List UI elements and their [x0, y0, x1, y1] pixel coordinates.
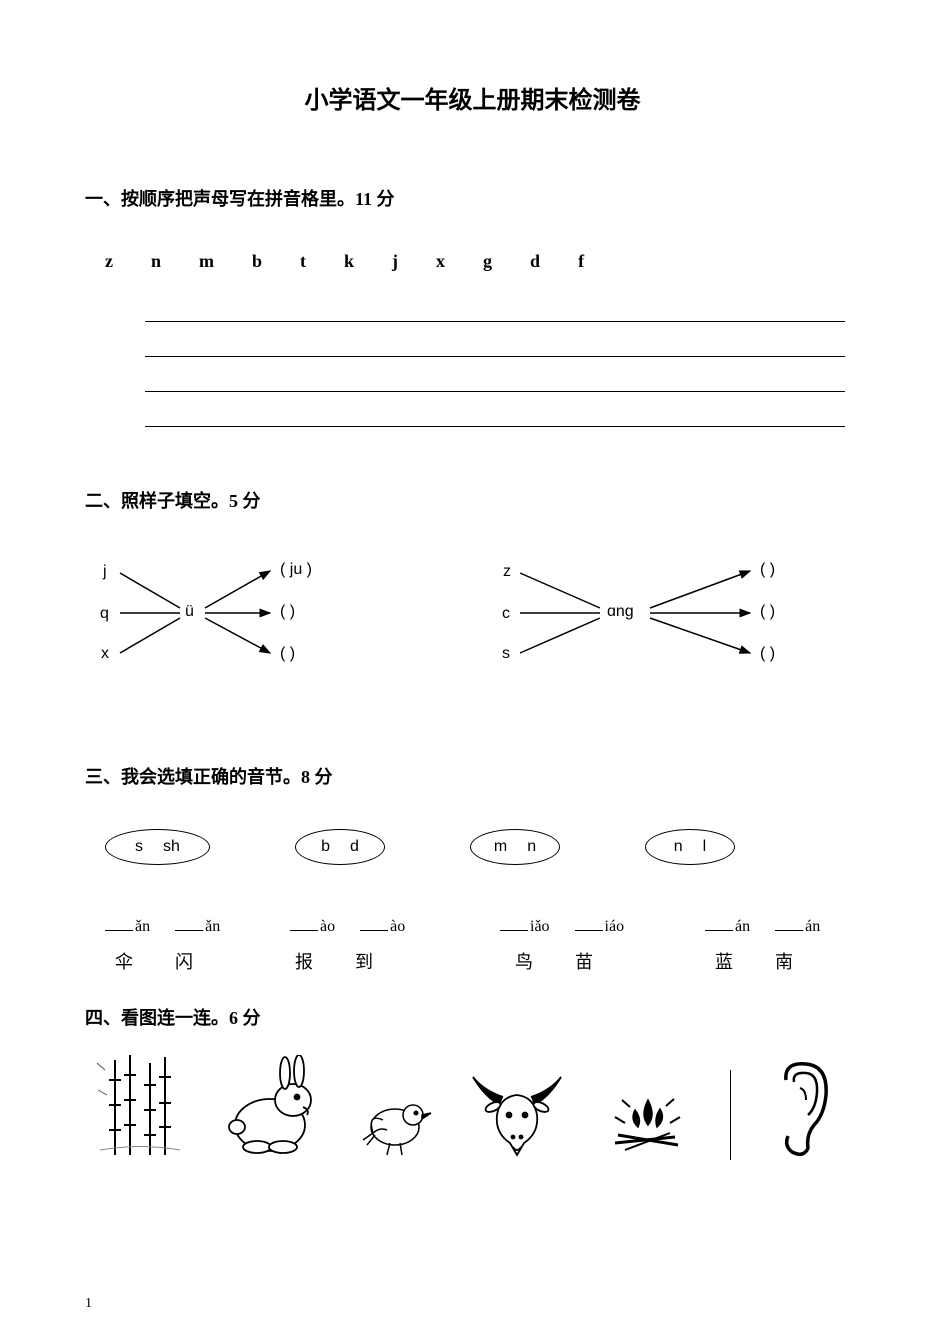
blank-item: án — [775, 915, 820, 936]
bird-icon — [355, 1085, 435, 1160]
writing-line — [145, 307, 845, 322]
oval-opt: n — [527, 838, 536, 856]
writing-line — [145, 342, 845, 357]
letter: j — [392, 251, 398, 272]
writing-line — [145, 412, 845, 427]
section-1: 一、按顺序把声母写在拼音格里。11 分 z n m b t k j x g d … — [85, 185, 860, 427]
oval-opt: d — [350, 838, 359, 856]
node-left: c — [502, 605, 510, 623]
char: 鸟 — [515, 948, 533, 974]
fire-icon — [600, 1095, 695, 1160]
pinyin-grid — [145, 307, 860, 427]
blanks-row: ǎn ǎn ào ào iǎo iáo án án — [105, 915, 860, 936]
goat-icon — [465, 1075, 570, 1160]
blank-item: ào — [290, 915, 335, 936]
letter: f — [578, 251, 584, 272]
letter: x — [436, 251, 445, 272]
blank-item: ǎn — [105, 915, 150, 936]
node-left: q — [100, 605, 109, 623]
oval-opt: m — [494, 838, 507, 856]
node-center: ɑng — [607, 603, 634, 621]
node-right: ( ju ) — [280, 561, 312, 579]
blank-item: iáo — [575, 915, 625, 936]
writing-line — [145, 377, 845, 392]
section-4: 四、看图连一连。6 分 — [85, 1004, 860, 1160]
section-3: 三、我会选填正确的音节。8 分 s sh b d m n n l ǎn ǎn à… — [85, 763, 860, 974]
section-1-heading: 一、按顺序把声母写在拼音格里。11 分 — [85, 185, 860, 211]
oval-opt: sh — [163, 838, 180, 856]
exam-title: 小学语文一年级上册期末检测卷 — [85, 80, 860, 115]
node-right: ( ) — [280, 645, 295, 663]
char: 蓝 — [715, 948, 733, 974]
letter: b — [252, 251, 262, 272]
oval-opt: n — [674, 838, 683, 856]
ovals-row: s sh b d m n n l — [105, 829, 860, 865]
section-4-heading: 四、看图连一连。6 分 — [85, 1004, 860, 1030]
images-row — [95, 1055, 860, 1160]
char: 苗 — [575, 948, 593, 974]
oval-opt: l — [703, 838, 707, 856]
bamboo-icon — [95, 1055, 185, 1160]
chars-row: 伞 闪 报 到 鸟 苗 蓝 南 — [115, 948, 860, 974]
node-right: ( ) — [760, 645, 775, 663]
section-2: 二、照样子填空。5 分 j q x ü ( ju ) — [85, 487, 860, 673]
diagram-b: z c s ɑng ( ) ( ) ( ) — [495, 553, 855, 673]
blank-item: ào — [360, 915, 405, 936]
letter: z — [105, 251, 113, 272]
letter: g — [483, 251, 492, 272]
letter: k — [344, 251, 354, 272]
letters-row: z n m b t k j x g d f — [105, 251, 860, 272]
oval-choice: b d — [295, 829, 385, 865]
letter: n — [151, 251, 161, 272]
letter: d — [530, 251, 540, 272]
blank-item: iǎo — [500, 915, 550, 936]
node-right: ( ) — [760, 603, 775, 621]
blank-item: ǎn — [175, 915, 220, 936]
char: 闪 — [175, 948, 193, 974]
letter: m — [199, 251, 214, 272]
node-right: ( ) — [760, 561, 775, 579]
node-center: ü — [185, 603, 194, 621]
section-2-heading: 二、照样子填空。5 分 — [85, 487, 860, 513]
char: 到 — [355, 948, 373, 974]
oval-opt: b — [321, 838, 330, 856]
blank-item: án — [705, 915, 750, 936]
oval-choice: s sh — [105, 829, 210, 865]
char: 南 — [775, 948, 793, 974]
page-number: 1 — [85, 1296, 92, 1312]
oval-opt: s — [135, 838, 143, 856]
char: 报 — [295, 948, 313, 974]
section-3-heading: 三、我会选填正确的音节。8 分 — [85, 763, 860, 789]
diagram-a: j q x ü ( ju ) ( ) ( ) — [95, 553, 415, 673]
oval-choice: n l — [645, 829, 735, 865]
node-right: ( ) — [280, 603, 295, 621]
oval-choice: m n — [470, 829, 560, 865]
ear-icon — [766, 1060, 836, 1160]
char: 伞 — [115, 948, 133, 974]
node-left: j — [103, 563, 107, 581]
diagrams-row: j q x ü ( ju ) ( ) ( ) — [95, 553, 860, 673]
node-left: z — [503, 563, 511, 581]
node-left: s — [502, 645, 510, 663]
rabbit-icon — [215, 1055, 325, 1160]
letter: t — [300, 251, 306, 272]
node-left: x — [101, 645, 109, 663]
divider-line — [730, 1070, 731, 1160]
